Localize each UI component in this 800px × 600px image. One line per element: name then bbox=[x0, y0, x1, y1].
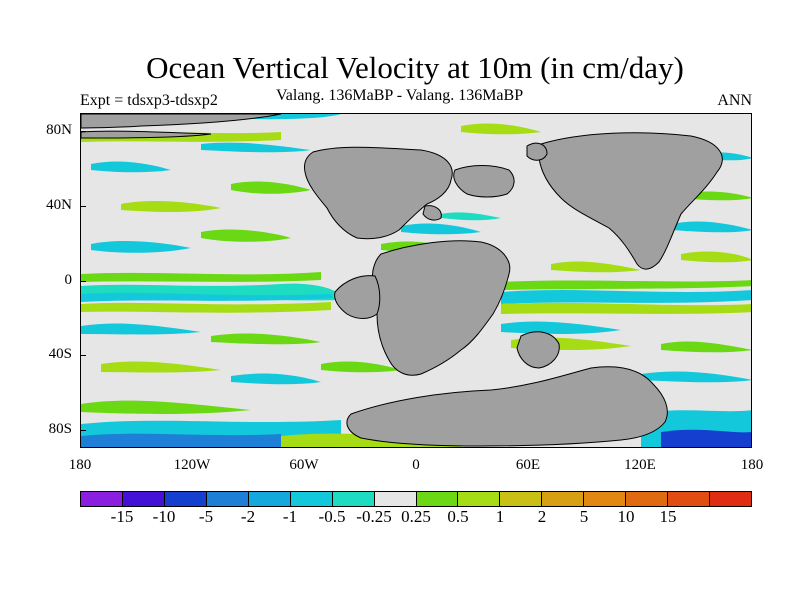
field-patch bbox=[101, 361, 221, 373]
colorbar-label: -2 bbox=[240, 507, 256, 526]
colorbar-label: -15 bbox=[110, 507, 134, 526]
land-north-america bbox=[304, 146, 453, 240]
field-patch bbox=[501, 302, 751, 314]
field-patch bbox=[81, 323, 201, 335]
field-patch bbox=[641, 371, 751, 383]
field-patch bbox=[211, 333, 321, 345]
colorbar-swatch bbox=[81, 492, 123, 506]
land-antarctica-australia bbox=[346, 366, 668, 447]
lon-label-180w: 180 bbox=[68, 457, 92, 473]
colorbar-swatch bbox=[164, 492, 207, 506]
lat-tick bbox=[80, 355, 86, 356]
field-patch bbox=[461, 123, 541, 135]
colorbar-label: 0.5 bbox=[447, 507, 469, 526]
field-patch bbox=[91, 241, 191, 253]
colorbar-swatch bbox=[710, 492, 751, 506]
colorbar-swatch bbox=[122, 492, 165, 506]
colorbar-label: 1 bbox=[495, 507, 505, 526]
lon-label-60e: 60E bbox=[515, 457, 541, 473]
colorbar-label: -10 bbox=[152, 507, 176, 526]
colorbar-swatch bbox=[584, 492, 627, 506]
colorbar-label: 2 bbox=[537, 507, 547, 526]
land-europe-north bbox=[453, 165, 515, 198]
colorbar-swatch bbox=[374, 492, 417, 506]
land-arctic bbox=[81, 114, 282, 129]
colorbar-label: 0.25 bbox=[401, 507, 431, 526]
map-panel bbox=[80, 113, 752, 448]
field-patch bbox=[661, 429, 751, 447]
colorbar-swatch bbox=[458, 492, 501, 506]
field-patch bbox=[501, 290, 751, 304]
colorbar-swatch bbox=[290, 492, 333, 506]
field-patch bbox=[81, 302, 331, 313]
field-patch bbox=[321, 361, 401, 373]
lon-label-0: 0 bbox=[412, 457, 420, 473]
colorbar-label: 5 bbox=[579, 507, 589, 526]
field-patch bbox=[121, 201, 221, 212]
lat-label-80s: 80S bbox=[48, 421, 72, 437]
lon-label-60w: 60W bbox=[289, 457, 319, 473]
field-patch bbox=[81, 420, 341, 437]
colorbar-swatch bbox=[500, 492, 543, 506]
lat-tick bbox=[80, 131, 86, 132]
field-patch bbox=[81, 292, 333, 302]
land-north-strip bbox=[81, 130, 212, 139]
colorbar-swatch bbox=[542, 492, 585, 506]
plot-title: Ocean Vertical Velocity at 10m (in cm/da… bbox=[146, 50, 684, 85]
field-patch bbox=[441, 212, 501, 221]
lat-label-40n: 40N bbox=[46, 197, 72, 213]
field-patch bbox=[91, 161, 171, 173]
land-india bbox=[516, 331, 560, 369]
field-patch bbox=[81, 400, 251, 414]
lat-label-80n: 80N bbox=[46, 122, 72, 138]
land-masses bbox=[81, 114, 723, 447]
field-patch bbox=[681, 251, 751, 263]
field-patch bbox=[231, 181, 311, 194]
colorbar-swatch bbox=[416, 492, 459, 506]
period-label: Valang. 136MaBP - Valang. 136MaBP bbox=[276, 87, 524, 104]
colorbar-label: 15 bbox=[659, 507, 677, 526]
field-patch bbox=[661, 341, 751, 353]
lon-label-180e: 180 bbox=[740, 457, 764, 473]
colorbar-swatch bbox=[332, 492, 375, 506]
land-asia bbox=[538, 132, 723, 270]
lon-label-120e: 120E bbox=[624, 457, 656, 473]
land-south-america-tip bbox=[334, 275, 381, 319]
colorbar-label: -1 bbox=[282, 507, 298, 526]
field-patch bbox=[81, 433, 281, 447]
lat-label-40s: 40S bbox=[48, 346, 72, 362]
land-europe-small bbox=[422, 205, 442, 221]
lat-tick bbox=[80, 430, 86, 431]
colorbar-label: -0.5 bbox=[318, 507, 346, 526]
field-patch bbox=[201, 142, 311, 153]
colorbar-label: -5 bbox=[198, 507, 214, 526]
land-asia-peninsula bbox=[526, 142, 548, 161]
lon-label-120w: 120W bbox=[173, 457, 211, 473]
lat-label-0: 0 bbox=[64, 272, 73, 288]
colorbar bbox=[80, 491, 752, 507]
colorbar-label: -0.25 bbox=[356, 507, 392, 526]
colorbar-swatch bbox=[248, 492, 291, 506]
colorbar-swatch bbox=[206, 492, 249, 506]
field-patch bbox=[231, 373, 321, 385]
field-patch bbox=[401, 223, 481, 235]
map-canvas bbox=[81, 114, 751, 447]
experiment-label: Expt = tdsxp3-tdsxp2 bbox=[80, 92, 218, 109]
colorbar-swatch bbox=[668, 492, 711, 506]
velocity-field bbox=[81, 114, 751, 447]
field-patch bbox=[501, 280, 751, 290]
colorbar-swatch bbox=[626, 492, 669, 506]
lat-tick bbox=[80, 206, 86, 207]
field-patch bbox=[671, 221, 751, 233]
lat-tick bbox=[80, 281, 86, 282]
season-label: ANN bbox=[717, 92, 752, 109]
field-patch bbox=[201, 229, 291, 242]
colorbar-label: 10 bbox=[617, 507, 635, 526]
field-patch bbox=[81, 272, 321, 282]
field-patch bbox=[551, 261, 641, 273]
field-patch bbox=[501, 321, 621, 334]
